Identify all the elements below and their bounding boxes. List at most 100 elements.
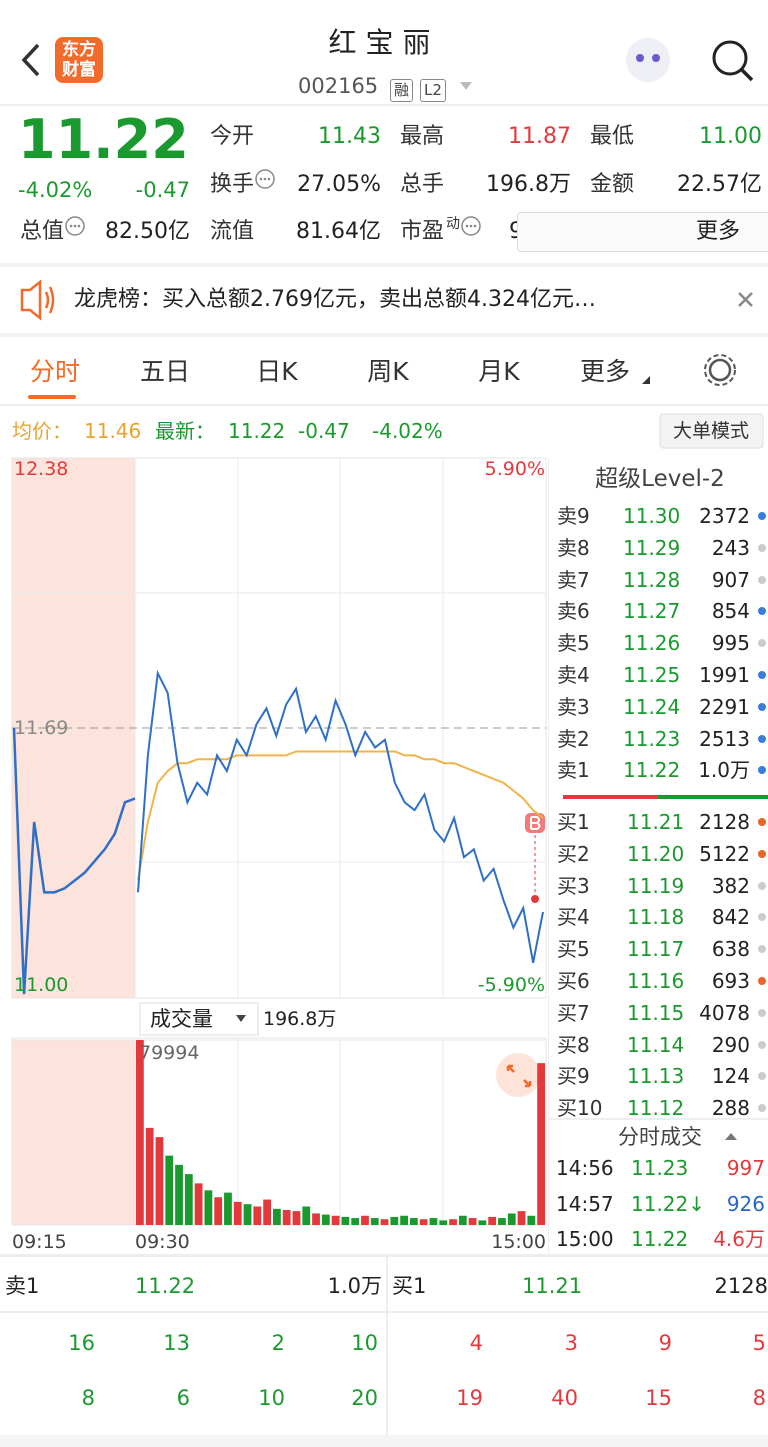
field-label: 市盈 [400,219,445,244]
volume-bar [380,1219,389,1225]
volume-bar [488,1216,497,1225]
trades-title[interactable]: 分时成交 [618,1124,702,1149]
ask-detail: 10 [351,1330,378,1355]
settings-icon[interactable] [708,358,732,382]
robot-avatar[interactable] [626,38,670,82]
book-label: 买2 [557,841,590,866]
book-label: 买8 [557,1032,590,1057]
price-line [137,669,544,963]
notice-text[interactable]: 龙虎榜：买入总额2.769亿元，卖出总额4.324亿元… [74,287,596,312]
book-volume: 288 [711,1096,750,1121]
trade-volume: 926 [726,1191,765,1216]
volume-bar [175,1164,183,1225]
trade-time: 14:56 [556,1156,614,1180]
book-volume: 2513 [699,726,750,751]
tab[interactable]: 更多 [579,356,630,386]
volume-bar [292,1211,301,1225]
back-icon[interactable] [21,43,40,77]
volume-bar [321,1214,330,1225]
speaker-icon [20,279,42,321]
search-icon[interactable] [712,40,748,76]
dropdown-icon[interactable] [460,82,472,90]
close-icon[interactable] [738,292,753,307]
field-value: 27.05% [297,172,381,197]
book-volume: 2291 [699,694,750,719]
book-volume: 4078 [699,1000,750,1025]
volume-bar [155,1137,164,1225]
book-label: 买4 [557,905,590,930]
ask-detail: 2 [271,1330,285,1355]
book-dot [758,607,766,616]
bid-detail: 40 [551,1385,578,1410]
info-icon-dot [469,224,473,228]
book-dot [758,575,766,584]
bid-detail: 3 [564,1330,578,1355]
book-label: 卖2 [557,726,590,751]
field-value: 11.87 [508,124,571,149]
volume-bar [458,1215,467,1225]
tab[interactable]: 分时 [29,356,80,386]
book-dot [758,766,766,775]
mode-button[interactable]: 大单模式 [672,419,749,442]
info-icon-dot [69,224,73,228]
book-label: 卖5 [557,631,590,656]
bid-detail: 9 [658,1330,672,1355]
trade-volume: 4.6万 [713,1227,765,1251]
volume-bar [282,1209,291,1225]
book-volume: 907 [711,567,750,592]
stock-code: 002165 [298,73,379,98]
tab[interactable]: 五日 [139,356,190,386]
volume-total: 196.8万 [263,1007,337,1030]
book-volume: 2128 [699,810,750,834]
bid-detail: 19 [456,1385,483,1410]
y-tick-label: 11.69 [14,716,69,739]
volume-bar [214,1197,223,1225]
book-price: 11.26 [623,631,681,656]
mode-button-bg[interactable] [659,413,764,449]
book-label: 买7 [557,1000,590,1025]
more-button[interactable]: 更多 [517,212,768,252]
trade-price: 11.23 [631,1156,689,1180]
trade-time: 15:00 [556,1227,614,1251]
book-price: 11.30 [623,504,681,528]
book-price: 11.18 [627,905,685,930]
info-icon-dot [259,177,263,181]
tab[interactable]: 月K [478,356,520,386]
info-icon [65,216,85,236]
avg-value: 11.46 [84,419,142,443]
book-volume: 995 [711,631,750,656]
tab[interactable]: 周K [367,356,409,386]
book-dot [758,818,766,826]
volume-selector[interactable]: 成交量 [150,1006,213,1031]
book-label: 买1 [557,810,590,834]
book-volume: 693 [711,969,750,993]
last-value: 11.22 [228,419,286,443]
volume-bar [429,1218,438,1225]
volume-bar [439,1220,448,1225]
trade-time: 14:57 [556,1191,614,1216]
field-label: 总手 [400,172,445,197]
book-price: 11.24 [623,694,681,719]
stock-name: 红宝丽 [328,26,440,59]
badge: L2 [420,78,446,102]
volume-bar [273,1208,281,1225]
book-dot [758,913,766,922]
book-volume: 2372 [699,504,750,528]
ask-detail: 10 [258,1385,285,1410]
book-dot [758,639,766,648]
x-tick-label: 15:00 [491,1230,546,1253]
volume-selector-bg[interactable] [139,1002,259,1036]
tab[interactable]: 日K [256,356,298,386]
info-icon-dot [267,177,271,181]
last-price: 11.22 [18,108,189,171]
change-amount: -0.47 [135,177,190,202]
book-label: 卖8 [557,535,590,560]
badge: 融 [390,78,414,102]
volume-bar [263,1199,271,1225]
book-label: 买6 [557,969,590,993]
book-dot [758,977,766,985]
book-volume: 5122 [699,841,750,866]
